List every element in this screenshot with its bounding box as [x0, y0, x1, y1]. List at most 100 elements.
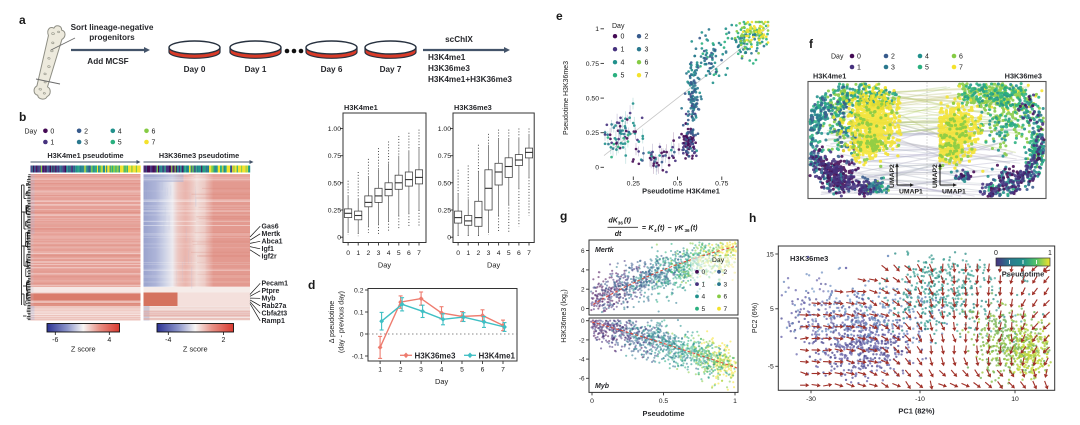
svg-text:2: 2: [221, 337, 225, 344]
svg-text:0.25: 0.25: [586, 130, 599, 137]
svg-text:-4: -4: [579, 357, 585, 364]
svg-text:10: 10: [1011, 396, 1019, 403]
svg-text:0.50: 0.50: [328, 180, 341, 187]
svg-text:PC2 (6%): PC2 (6%): [752, 303, 759, 333]
svg-text:0: 0: [857, 54, 861, 61]
svg-text:UMAP1: UMAP1: [942, 189, 966, 196]
svg-text:1: 1: [466, 250, 470, 257]
svg-text:1.00: 1.00: [328, 126, 341, 133]
svg-text:7: 7: [527, 250, 531, 257]
svg-text:3: 3: [84, 140, 88, 147]
svg-text:0: 0: [702, 269, 706, 276]
svg-text:H3K36me3: H3K36me3: [428, 64, 470, 73]
svg-text:g: g: [560, 209, 567, 223]
svg-text:=: =: [642, 225, 646, 232]
svg-text:H3K4me1: H3K4me1: [428, 53, 466, 62]
svg-text:2: 2: [399, 367, 403, 374]
svg-text:0.5: 0.5: [659, 398, 669, 405]
svg-text:Day: Day: [612, 23, 625, 30]
svg-text:5: 5: [118, 140, 122, 147]
svg-text:0: 0: [346, 250, 350, 257]
svg-text:3: 3: [891, 65, 895, 72]
svg-text:6: 6: [959, 54, 963, 61]
svg-text:6: 6: [152, 129, 156, 136]
svg-text:Pseudotime H3K4me1: Pseudotime H3K4me1: [642, 187, 720, 196]
svg-text:Add MCSF: Add MCSF: [87, 57, 128, 66]
svg-text:2: 2: [581, 287, 585, 294]
svg-text:4: 4: [497, 250, 501, 257]
svg-text:Day 6: Day 6: [321, 65, 343, 74]
svg-text:4: 4: [925, 54, 929, 61]
svg-text:Igf2r: Igf2r: [262, 254, 277, 261]
svg-text:Day: Day: [435, 377, 448, 386]
svg-text:Mertk: Mertk: [262, 231, 281, 238]
svg-text:Day: Day: [712, 257, 725, 264]
svg-text:H3K36me3: H3K36me3: [415, 351, 456, 360]
svg-text:0: 0: [360, 331, 364, 338]
svg-text:2: 2: [84, 129, 88, 136]
svg-text:dt: dt: [615, 231, 622, 238]
svg-text:Cbfa2t3: Cbfa2t3: [262, 311, 288, 318]
svg-text:1: 1: [356, 250, 360, 257]
svg-text:1: 1: [733, 398, 737, 405]
svg-text:2: 2: [366, 250, 370, 257]
svg-text:5: 5: [507, 250, 511, 257]
svg-text:H3K36me3: H3K36me3: [1005, 72, 1042, 81]
svg-text:6: 6: [645, 60, 649, 67]
svg-text:Day 1: Day 1: [245, 65, 267, 74]
svg-text:1: 1: [595, 26, 599, 33]
svg-text:Pecam1: Pecam1: [262, 281, 289, 288]
svg-text:H3K36me3 (log2): H3K36me3 (log2): [561, 289, 569, 343]
svg-text:h: h: [749, 211, 756, 225]
svg-text:4: 4: [387, 250, 391, 257]
svg-text:0: 0: [447, 235, 451, 242]
svg-text:-4: -4: [165, 337, 171, 344]
svg-text:−: −: [668, 225, 672, 232]
svg-text:Igf1: Igf1: [262, 246, 275, 253]
svg-text:3: 3: [645, 47, 649, 54]
svg-text:0: 0: [456, 250, 460, 257]
svg-text:0.25: 0.25: [438, 207, 451, 214]
svg-text:36: 36: [685, 228, 691, 233]
svg-text:H3K4me1: H3K4me1: [479, 351, 516, 360]
svg-text:H3K36me3 pseudotime: H3K36me3 pseudotime: [159, 151, 239, 160]
svg-text:0.75: 0.75: [715, 181, 728, 188]
svg-text:7: 7: [959, 65, 963, 72]
svg-text:Gas6: Gas6: [262, 224, 279, 231]
svg-text:H3K36me3: H3K36me3: [454, 103, 492, 112]
svg-text:UMAP1: UMAP1: [899, 189, 923, 196]
svg-text:PC1 (82%): PC1 (82%): [898, 407, 935, 416]
svg-text:f: f: [809, 37, 814, 51]
svg-text:4: 4: [118, 129, 122, 136]
svg-text:(day - previous day): (day - previous day): [339, 291, 346, 353]
svg-text:5: 5: [621, 73, 625, 80]
svg-text:-10: -10: [915, 396, 925, 403]
svg-text:a: a: [19, 13, 26, 27]
svg-text:Ramp1: Ramp1: [262, 318, 285, 325]
svg-text:progenitors: progenitors: [89, 33, 135, 42]
svg-text:-30: -30: [806, 396, 816, 403]
svg-text:1: 1: [1048, 250, 1052, 257]
svg-text:Z score: Z score: [183, 345, 208, 354]
svg-text:0.75: 0.75: [586, 61, 599, 68]
svg-text:0.50: 0.50: [586, 95, 599, 102]
svg-text:4: 4: [107, 337, 111, 344]
svg-text:0: 0: [590, 398, 594, 405]
svg-text:0: 0: [581, 306, 585, 313]
svg-text:H3K36me3: H3K36me3: [790, 254, 828, 263]
svg-text:Δ pseudotime: Δ pseudotime: [329, 301, 336, 344]
svg-text:Z score: Z score: [71, 345, 96, 354]
svg-text:7: 7: [501, 367, 505, 374]
svg-text:0.75: 0.75: [438, 153, 451, 160]
svg-text:6: 6: [724, 294, 728, 301]
svg-text:7: 7: [417, 250, 421, 257]
svg-text:Pseudotime H3K36me3: Pseudotime H3K36me3: [563, 61, 570, 135]
svg-text:0: 0: [621, 34, 625, 41]
svg-text:0.50: 0.50: [438, 180, 451, 187]
svg-text:(t): (t): [691, 225, 699, 232]
svg-text:e: e: [556, 9, 563, 23]
svg-text:(t): (t): [658, 225, 666, 232]
svg-text:Day: Day: [831, 54, 844, 61]
svg-text:Day: Day: [378, 261, 391, 270]
svg-text:Day 7: Day 7: [380, 65, 402, 74]
